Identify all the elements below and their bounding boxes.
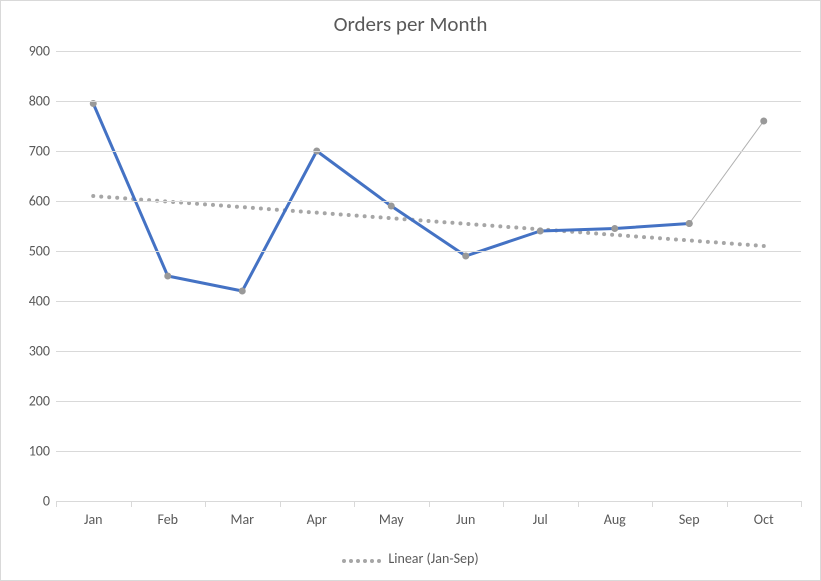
plot-area	[56, 51, 801, 501]
series-marker	[388, 203, 395, 210]
y-tick-label: 100	[5, 443, 50, 460]
series-marker	[164, 273, 171, 280]
series-marker	[686, 220, 693, 227]
x-tick-label: Oct	[754, 511, 774, 528]
x-tick-label: Apr	[307, 511, 327, 528]
y-tick-label: 300	[5, 343, 50, 360]
x-tick-label: Jun	[456, 511, 475, 528]
series-line-1	[689, 121, 764, 224]
y-tick-label: 600	[5, 193, 50, 210]
x-tick-label: Jul	[533, 511, 548, 528]
y-tick-label: 700	[5, 143, 50, 160]
legend-label: Linear (Jan-Sep)	[388, 550, 478, 567]
series-marker	[462, 253, 469, 260]
y-tick-label: 200	[5, 393, 50, 410]
trendline	[91, 194, 766, 248]
y-tick-label: 800	[5, 93, 50, 110]
y-tick-label: 0	[5, 493, 50, 510]
series-marker	[611, 225, 618, 232]
series-marker	[760, 118, 767, 125]
x-tick-label: Aug	[604, 511, 626, 528]
legend-item-trendline: Linear (Jan-Sep)	[342, 550, 478, 567]
chart-title: Orders per Month	[1, 11, 820, 37]
x-tick-label: Sep	[679, 511, 700, 528]
series-marker	[537, 228, 544, 235]
orders-chart: Orders per Month 0 100 200 300 400 500 600 700 8…	[0, 0, 821, 581]
y-tick-label: 400	[5, 293, 50, 310]
series-marker	[239, 288, 246, 295]
y-tick-label: 500	[5, 243, 50, 260]
x-tick-label: May	[379, 511, 404, 528]
series-line-0	[93, 104, 689, 292]
x-tick-label: Jan	[84, 511, 103, 528]
legend-swatch	[342, 553, 382, 563]
x-tick-label: Mar	[230, 511, 254, 528]
legend: Linear (Jan-Sep)	[1, 550, 820, 571]
x-tick-label: Feb	[157, 511, 178, 528]
chart-svg	[56, 51, 801, 501]
y-tick-label: 900	[5, 43, 50, 60]
